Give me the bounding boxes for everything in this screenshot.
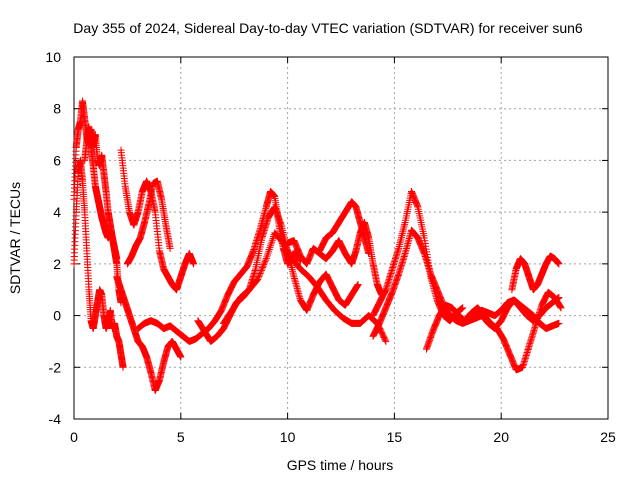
axis-ticks xyxy=(73,56,609,420)
data-point xyxy=(267,242,275,250)
data-point xyxy=(254,275,262,283)
data-point xyxy=(267,240,275,248)
x-tick-label: 20 xyxy=(493,429,509,445)
x-tick-label: 0 xyxy=(70,429,78,445)
data-point xyxy=(259,262,267,270)
data-point xyxy=(258,265,266,273)
series-s7 xyxy=(134,187,304,345)
data-point xyxy=(177,353,185,361)
series-s11 xyxy=(316,198,373,258)
data-point xyxy=(259,264,267,272)
data-point xyxy=(256,271,264,279)
data-point xyxy=(264,249,272,257)
series-s10 xyxy=(284,218,386,299)
data-point xyxy=(263,253,271,261)
grid-lines xyxy=(74,57,608,419)
data-point xyxy=(257,268,265,276)
data-point xyxy=(257,267,265,275)
series-s4 xyxy=(117,146,198,294)
x-tick-label: 25 xyxy=(600,429,616,445)
y-tick-label: 2 xyxy=(53,256,61,272)
data-point xyxy=(382,337,390,345)
x-axis-label: GPS time / hours xyxy=(287,457,394,473)
data-point xyxy=(262,256,270,264)
plot-frame xyxy=(73,56,609,420)
data-point xyxy=(268,238,276,246)
data-point xyxy=(263,251,271,259)
data-point xyxy=(365,250,373,258)
data-point xyxy=(166,244,174,252)
data-point xyxy=(261,258,269,266)
series-s5 xyxy=(113,273,185,395)
x-tick-label: 15 xyxy=(387,429,403,445)
chart-title: Day 355 of 2024, Sidereal Day-to-day VTE… xyxy=(73,20,583,36)
x-tick-label: 10 xyxy=(280,429,296,445)
data-point xyxy=(190,260,198,268)
series-s12 xyxy=(369,187,467,325)
y-tick-label: 4 xyxy=(53,204,61,220)
y-tick-label: -4 xyxy=(49,411,62,427)
series-s15 xyxy=(465,296,563,332)
data-points xyxy=(70,97,565,395)
data-point xyxy=(266,244,274,252)
x-tick-label: 5 xyxy=(177,429,185,445)
y-tick-label: 6 xyxy=(53,152,61,168)
data-point xyxy=(113,255,121,263)
series-s2 xyxy=(70,156,127,371)
y-tick-label: -2 xyxy=(49,359,62,375)
series-s3 xyxy=(81,123,121,263)
series-s16 xyxy=(508,252,563,294)
y-tick-label: 10 xyxy=(45,49,61,65)
y-tick-labels: -4 -2 0 2 4 6 8 10 xyxy=(45,49,61,427)
series-s6 xyxy=(123,177,174,268)
data-point xyxy=(254,274,262,282)
y-tick-label: 0 xyxy=(53,308,61,324)
data-point xyxy=(381,336,389,344)
x-tick-labels: 0 5 10 15 20 25 xyxy=(70,429,616,445)
data-point xyxy=(268,236,276,244)
data-point xyxy=(119,363,127,371)
data-point xyxy=(256,269,264,277)
series-s9 xyxy=(220,229,390,345)
y-axis-label: SDTVAR / TECUs xyxy=(7,182,23,294)
data-point xyxy=(354,281,362,289)
y-tick-label: 8 xyxy=(53,101,61,117)
data-point xyxy=(260,261,268,269)
data-point xyxy=(265,247,273,255)
data-point xyxy=(459,304,467,312)
data-point xyxy=(252,277,260,285)
data-point xyxy=(260,259,268,267)
data-point xyxy=(255,272,263,280)
data-point xyxy=(265,245,273,253)
